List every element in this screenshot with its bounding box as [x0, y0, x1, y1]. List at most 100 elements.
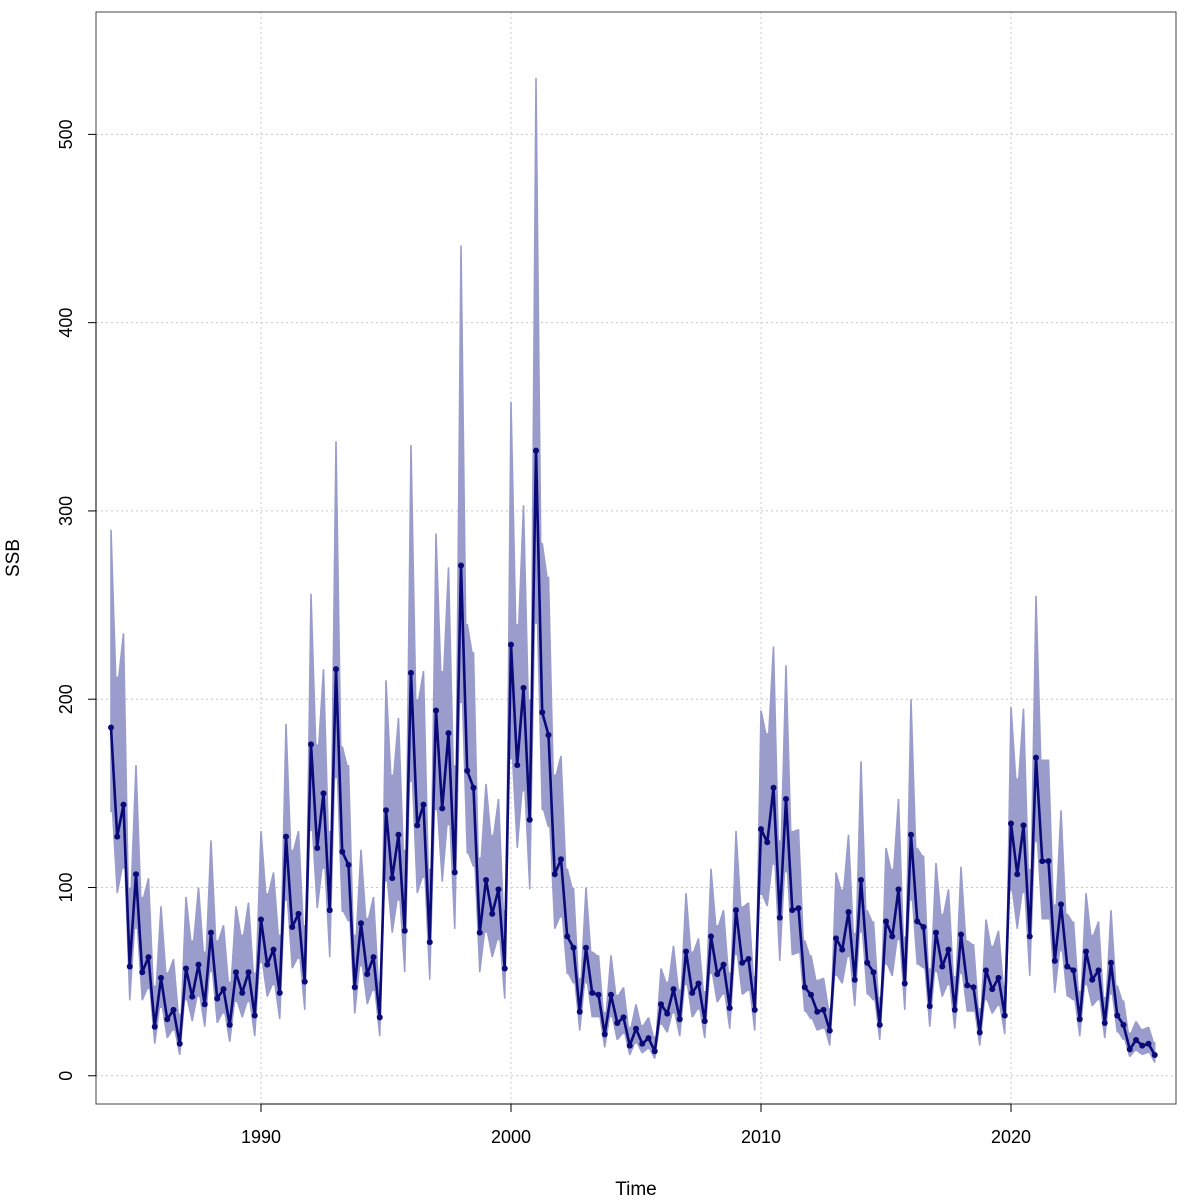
data-point: [245, 969, 252, 976]
x-axis-title: Time: [615, 1179, 657, 1200]
data-point: [726, 1004, 733, 1011]
data-point: [814, 1008, 821, 1015]
data-point: [308, 741, 314, 748]
gridlines: [96, 12, 1176, 1104]
data-point: [983, 967, 989, 974]
data-point: [333, 666, 339, 673]
data-point: [670, 986, 677, 993]
data-point: [770, 784, 777, 791]
data-point: [420, 801, 427, 808]
data-point: [801, 984, 808, 991]
data-point: [970, 984, 977, 991]
data-point: [139, 969, 146, 976]
data-point: [995, 974, 1002, 981]
data-point: [364, 971, 371, 978]
data-point: [183, 965, 189, 972]
data-point: [576, 1008, 583, 1015]
data-point: [395, 831, 402, 838]
data-point: [626, 1042, 633, 1049]
data-point: [633, 1025, 639, 1032]
data-point: [826, 1027, 833, 1034]
data-point: [1076, 1016, 1083, 1023]
data-point: [208, 929, 214, 936]
data-point: [883, 918, 889, 925]
data-point: [445, 730, 452, 737]
data-point: [558, 856, 564, 863]
data-point: [976, 1029, 983, 1036]
data-point: [383, 807, 389, 814]
confidence-band: [110, 77, 1156, 1063]
data-point: [989, 986, 996, 993]
data-point: [270, 946, 277, 953]
data-point: [145, 954, 152, 961]
data-point: [295, 910, 302, 917]
data-point: [595, 991, 602, 998]
data-point: [258, 916, 264, 923]
data-point: [389, 875, 396, 882]
data-point: [745, 956, 752, 963]
data-point: [939, 963, 946, 970]
data-point: [151, 1023, 158, 1030]
data-point: [789, 907, 796, 914]
data-point: [1139, 1042, 1146, 1049]
data-point: [1026, 933, 1033, 940]
data-point: [464, 767, 471, 774]
data-point: [495, 886, 502, 893]
data-point: [489, 910, 496, 917]
data-point: [1051, 957, 1058, 964]
data-point: [689, 989, 696, 996]
data-point: [1108, 959, 1114, 966]
data-point: [114, 833, 121, 840]
ssb-series-line: [109, 449, 1156, 1056]
data-point: [589, 989, 596, 996]
confidence-band-area: [110, 77, 1156, 1063]
data-point: [833, 935, 839, 942]
data-point: [214, 995, 221, 1002]
data-point: [551, 871, 558, 878]
data-point: [376, 1014, 383, 1021]
data-point: [289, 924, 296, 931]
data-point: [1058, 901, 1064, 908]
data-point: [758, 826, 764, 833]
data-point: [220, 986, 227, 993]
data-point: [1020, 822, 1027, 829]
data-point: [1033, 754, 1039, 761]
data-point: [570, 944, 577, 951]
data-point: [1101, 1020, 1108, 1027]
data-point: [408, 669, 414, 676]
data-point: [1089, 976, 1096, 983]
data-point: [651, 1048, 658, 1055]
axes: 1990 2000 2010 2020 0 100 200 300 400 500: [56, 119, 1031, 1147]
data-point: [783, 795, 789, 802]
data-point: [108, 724, 114, 731]
data-point: [964, 982, 971, 989]
y-axis-title: SSB: [3, 539, 24, 577]
data-point: [1095, 967, 1102, 974]
data-point: [720, 961, 727, 968]
data-point: [820, 1006, 827, 1013]
data-point: [645, 1035, 652, 1042]
data-point: [933, 929, 939, 936]
data-point: [639, 1040, 646, 1047]
data-point: [683, 948, 689, 955]
data-point: [1120, 1021, 1127, 1028]
x-tick-label: 1990: [241, 1127, 281, 1147]
data-point: [1008, 820, 1014, 827]
x-tick-label: 2000: [491, 1127, 531, 1147]
data-point: [370, 954, 377, 961]
data-point: [1064, 963, 1071, 970]
data-point: [433, 707, 439, 714]
data-point: [526, 816, 533, 823]
data-point: [795, 905, 802, 912]
x-tick-label: 2010: [741, 1127, 781, 1147]
data-point: [470, 784, 477, 791]
data-point: [239, 989, 246, 996]
data-point: [608, 991, 614, 998]
data-point: [226, 1021, 233, 1028]
ssb-line: [109, 449, 1156, 1056]
data-point: [426, 939, 433, 946]
data-point: [251, 1012, 258, 1019]
data-point: [301, 978, 308, 985]
data-point: [483, 876, 489, 883]
data-point: [520, 684, 527, 691]
